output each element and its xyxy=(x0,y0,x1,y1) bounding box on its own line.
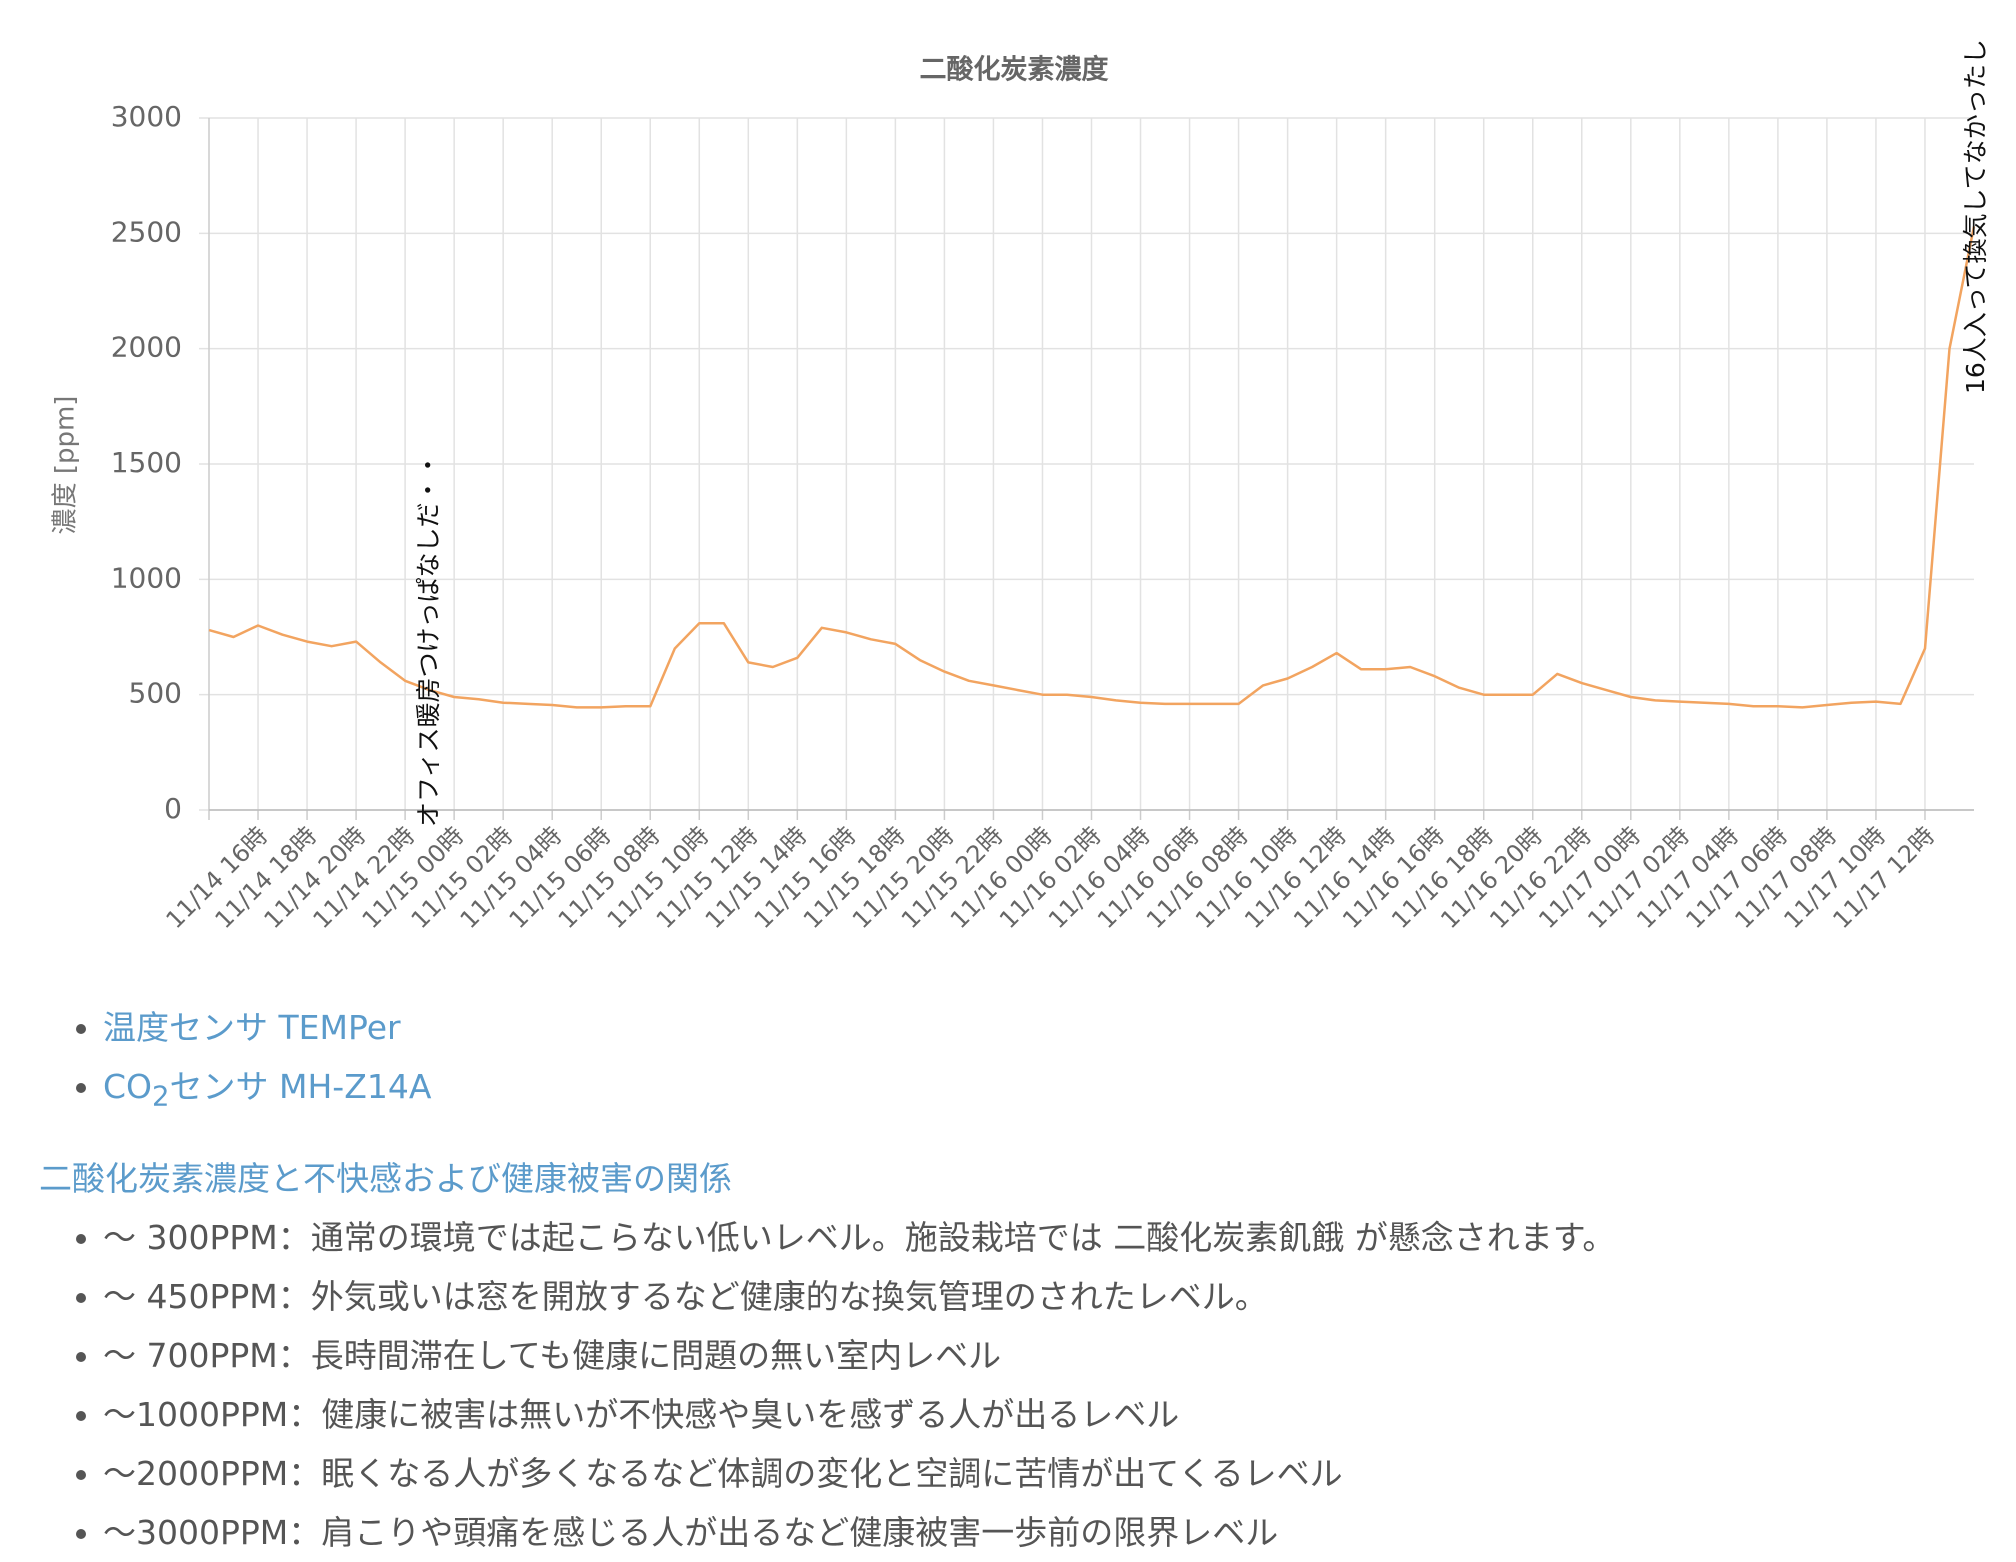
link[interactable]: CO2センサ MH-Z14A xyxy=(103,1067,432,1113)
sensor-list: 温度センサ TEMPer CO2センサ MH-Z14A xyxy=(0,998,2016,1116)
list-item: CO2センサ MH-Z14A xyxy=(103,1057,2016,1116)
relation-section: 二酸化炭素濃度と不快感および健康被害の関係 〜 300PPM：通常の環境では起こ… xyxy=(0,1150,2016,1562)
subscript: 2 xyxy=(152,1080,170,1113)
heading: 二酸化炭素濃度と不快感および健康被害の関係 xyxy=(39,1150,2016,1208)
list-item: 〜1000PPM：健康に被害は無いが不快感や臭いを感ずる人が出るレベル xyxy=(103,1385,2016,1444)
link[interactable]: 二酸化炭素濃度と不快感および健康被害の関係 xyxy=(39,1159,732,1198)
link[interactable]: 温度センサ TEMPer xyxy=(103,1008,401,1047)
y-tick-label: 2500 xyxy=(111,215,182,248)
list-item: 温度センサ TEMPer xyxy=(103,998,2016,1057)
chart: 二酸化炭素濃度 濃度 [ppm] 0 500 1000 1500 2000 2500 300… xyxy=(51,39,1991,934)
y-tick-label: 3000 xyxy=(111,100,182,133)
link-text: センサ MH-Z14A xyxy=(169,1067,432,1106)
list-item: 〜 300PPM：通常の環境では起こらない低いレベル。施設栽培では 二酸化炭素飢… xyxy=(103,1208,2016,1267)
link-text: CO xyxy=(103,1067,153,1106)
annotation: オフィス暖房つけっぱなしだ・・ xyxy=(414,452,443,827)
y-axis-label: 濃度 [ppm] xyxy=(51,396,81,535)
list: 〜 300PPM：通常の環境では起こらない低いレベル。施設栽培では 二酸化炭素飢… xyxy=(0,1208,2016,1562)
list-item: 〜2000PPM：眠くなる人が多くなるなど体調の変化と空調に苦情が出てくるレベル xyxy=(103,1444,2016,1503)
y-tick-label: 0 xyxy=(164,792,182,825)
list-item: 〜 450PPM：外気或いは窓を開放するなど健康的な換気管理のされたレベル。 xyxy=(103,1267,2016,1326)
y-tick-label: 1500 xyxy=(111,446,182,479)
list-item: 〜3000PPM：肩こりや頭痛を感じる人が出るなど健康被害一歩前の限界レベル xyxy=(103,1503,2016,1562)
annotation: 16人入って換気してなかったし xyxy=(1961,39,1990,394)
y-tick-label: 1000 xyxy=(111,561,182,594)
y-tick-label: 500 xyxy=(129,677,182,710)
data-line xyxy=(208,226,1976,709)
chart-title: 二酸化炭素濃度 xyxy=(920,54,1109,86)
y-tick-label: 2000 xyxy=(111,331,182,364)
list-item: 〜 700PPM：長時間滞在しても健康に問題の無い室内レベル xyxy=(103,1326,2016,1385)
list: 温度センサ TEMPer CO2センサ MH-Z14A xyxy=(0,998,2016,1116)
